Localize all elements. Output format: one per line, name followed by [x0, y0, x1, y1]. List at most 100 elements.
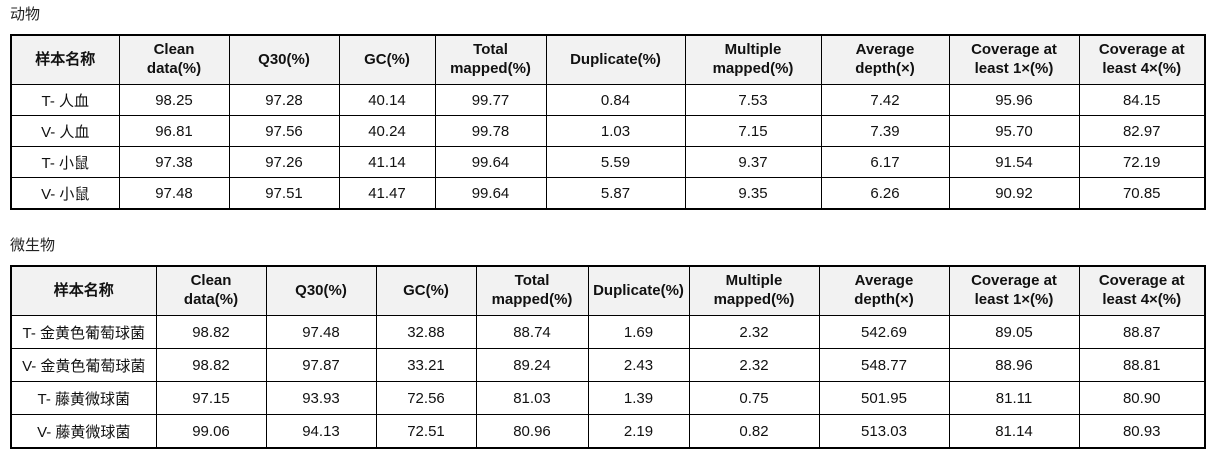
- value-cell: 70.85: [1078, 177, 1206, 210]
- value-cell: 97.48: [265, 315, 377, 349]
- microbe-section: 微生物 样本名称 Clean data(%) Q30(%) GC(%) Total ma…: [10, 236, 1208, 449]
- value-cell: 33.21: [375, 348, 477, 382]
- value-cell: 95.70: [948, 115, 1080, 147]
- value-cell: 40.24: [338, 115, 436, 147]
- value-cell: 1.39: [587, 381, 690, 415]
- value-cell: 99.64: [434, 177, 547, 210]
- table-row: V- 金黄色葡萄球菌 98.82 97.87 33.21 89.24 2.43 2.32 54…: [10, 348, 1206, 382]
- value-cell: 1.69: [587, 315, 690, 349]
- column-header: GC(%): [375, 265, 477, 316]
- column-header: Total mapped(%): [475, 265, 589, 316]
- column-header: Multiple mapped(%): [684, 34, 822, 85]
- value-cell: 7.15: [684, 115, 822, 147]
- value-cell: 98.82: [155, 348, 267, 382]
- section-title-animal: 动物: [10, 6, 41, 23]
- animal-qc-table: 样本名称 Clean data(%) Q30(%) GC(%) Total mapped…: [10, 34, 1208, 210]
- column-header: 样本名称: [10, 34, 120, 85]
- value-cell: 98.82: [155, 315, 267, 349]
- value-cell: 7.53: [684, 84, 822, 116]
- column-header: Coverage at least 4×(%): [1078, 265, 1206, 316]
- table-row: T- 金黄色葡萄球菌 98.82 97.48 32.88 88.74 1.69 2.32 54…: [10, 315, 1206, 349]
- header-row: 样本名称 Clean data(%) Q30(%) GC(%) Total mapped…: [10, 265, 1206, 316]
- column-header: 样本名称: [10, 265, 157, 316]
- value-cell: 97.38: [118, 146, 230, 178]
- value-cell: 548.77: [818, 348, 950, 382]
- animal-section: 动物 样本名称 Clean data(%) Q30(%) GC(%) Total map…: [10, 5, 1208, 210]
- sample-name-cell: T- 小鼠: [10, 146, 120, 178]
- value-cell: 2.32: [688, 348, 820, 382]
- value-cell: 72.56: [375, 381, 477, 415]
- value-cell: 95.96: [948, 84, 1080, 116]
- value-cell: 542.69: [818, 315, 950, 349]
- value-cell: 41.14: [338, 146, 436, 178]
- value-cell: 88.81: [1078, 348, 1206, 382]
- column-header: Average depth(×): [818, 265, 950, 316]
- table-row: V- 藤黄微球菌 99.06 94.13 72.51 80.96 2.19 0.82 513.…: [10, 414, 1206, 449]
- value-cell: 2.32: [688, 315, 820, 349]
- value-cell: 97.28: [228, 84, 340, 116]
- value-cell: 88.74: [475, 315, 589, 349]
- header-row: 样本名称 Clean data(%) Q30(%) GC(%) Total mapped…: [10, 34, 1206, 85]
- value-cell: 80.90: [1078, 381, 1206, 415]
- column-header: Q30(%): [228, 34, 340, 85]
- sample-name-cell: T- 藤黄微球菌: [10, 381, 157, 415]
- value-cell: 82.97: [1078, 115, 1206, 147]
- value-cell: 9.37: [684, 146, 822, 178]
- value-cell: 88.96: [948, 348, 1080, 382]
- sample-name-cell: T- 人血: [10, 84, 120, 116]
- value-cell: 88.87: [1078, 315, 1206, 349]
- value-cell: 93.93: [265, 381, 377, 415]
- value-cell: 40.14: [338, 84, 436, 116]
- value-cell: 5.87: [545, 177, 686, 210]
- value-cell: 89.05: [948, 315, 1080, 349]
- column-header: Coverage at least 1×(%): [948, 34, 1080, 85]
- value-cell: 99.78: [434, 115, 547, 147]
- column-header: Duplicate(%): [587, 265, 690, 316]
- value-cell: 97.26: [228, 146, 340, 178]
- column-header: Coverage at least 4×(%): [1078, 34, 1206, 85]
- column-header: GC(%): [338, 34, 436, 85]
- value-cell: 97.51: [228, 177, 340, 210]
- value-cell: 32.88: [375, 315, 477, 349]
- qc-table: 样本名称 Clean data(%) Q30(%) GC(%) Total mapped…: [10, 34, 1206, 210]
- value-cell: 97.56: [228, 115, 340, 147]
- sample-name-cell: V- 人血: [10, 115, 120, 147]
- value-cell: 2.43: [587, 348, 690, 382]
- value-cell: 72.19: [1078, 146, 1206, 178]
- column-header: Clean data(%): [155, 265, 267, 316]
- value-cell: 9.35: [684, 177, 822, 210]
- table-row: V- 小鼠 97.48 97.51 41.47 99.64 5.87 9.35 6.26 90.…: [10, 177, 1206, 210]
- sample-name-cell: T- 金黄色葡萄球菌: [10, 315, 157, 349]
- value-cell: 84.15: [1078, 84, 1206, 116]
- value-cell: 0.75: [688, 381, 820, 415]
- value-cell: 97.87: [265, 348, 377, 382]
- table-row: T- 小鼠 97.38 97.26 41.14 99.64 5.59 9.37 6.17 91.…: [10, 146, 1206, 178]
- value-cell: 96.81: [118, 115, 230, 147]
- column-header: Coverage at least 1×(%): [948, 265, 1080, 316]
- value-cell: 5.59: [545, 146, 686, 178]
- value-cell: 1.03: [545, 115, 686, 147]
- qc-table: 样本名称 Clean data(%) Q30(%) GC(%) Total mapped…: [10, 265, 1206, 449]
- value-cell: 7.39: [820, 115, 950, 147]
- table-row: T- 人血 98.25 97.28 40.14 99.77 0.84 7.53 7.42 95.…: [10, 84, 1206, 116]
- value-cell: 99.64: [434, 146, 547, 178]
- table-row: T- 藤黄微球菌 97.15 93.93 72.56 81.03 1.39 0.75 501.…: [10, 381, 1206, 415]
- value-cell: 6.26: [820, 177, 950, 210]
- column-header: Average depth(×): [820, 34, 950, 85]
- section-title-microbe: 微生物: [10, 237, 56, 254]
- value-cell: 501.95: [818, 381, 950, 415]
- column-header: Q30(%): [265, 265, 377, 316]
- sample-name-cell: V- 小鼠: [10, 177, 120, 210]
- microbe-qc-table: 样本名称 Clean data(%) Q30(%) GC(%) Total mapped…: [10, 265, 1208, 449]
- column-header: Duplicate(%): [545, 34, 686, 85]
- value-cell: 99.77: [434, 84, 547, 116]
- column-header: Clean data(%): [118, 34, 230, 85]
- value-cell: 81.11: [948, 381, 1080, 415]
- value-cell: 7.42: [820, 84, 950, 116]
- value-cell: 41.47: [338, 177, 436, 210]
- value-cell: 90.92: [948, 177, 1080, 210]
- value-cell: 97.48: [118, 177, 230, 210]
- value-cell: 97.15: [155, 381, 267, 415]
- column-header: Multiple mapped(%): [688, 265, 820, 316]
- value-cell: 91.54: [948, 146, 1080, 178]
